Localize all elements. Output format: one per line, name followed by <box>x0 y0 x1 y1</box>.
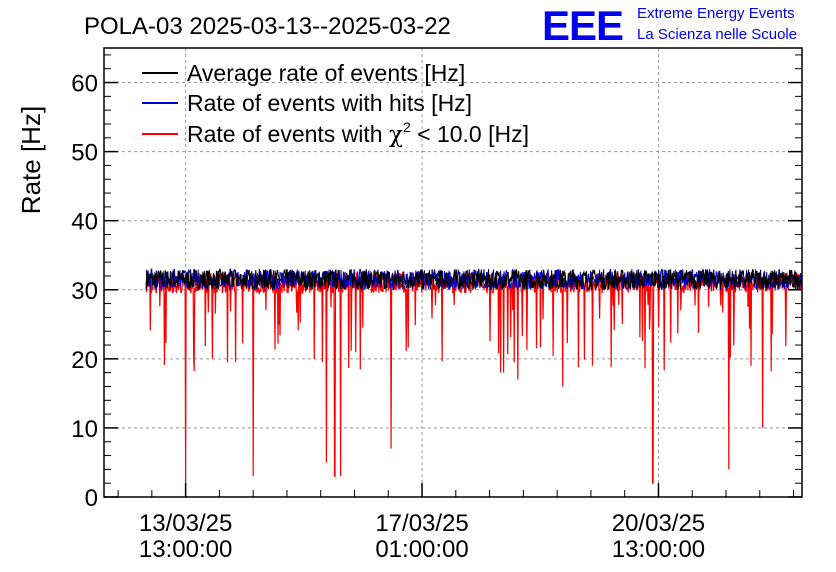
x-axis-ticks: 13/03/2513:00:0017/03/2501:00:0020/03/25… <box>117 483 795 563</box>
series-average-rate <box>145 267 803 291</box>
y-tick-label: 30 <box>71 278 98 305</box>
x-tick-label-date: 13/03/25 <box>139 510 232 537</box>
x-tick-label-date: 17/03/25 <box>375 510 468 537</box>
chart-title: POLA-03 2025-03-13--2025-03-22 <box>84 13 451 40</box>
legend-label-average: Average rate of events [Hz] <box>187 60 465 86</box>
series-line-chi2 <box>145 270 803 484</box>
legend-entry-average: Average rate of events [Hz] <box>142 60 465 86</box>
plot-frame <box>103 47 803 498</box>
y-axis-ticks: 0 10 20 30 40 50 60 <box>71 54 802 512</box>
eee-logo-text: EEE <box>542 2 623 49</box>
x-tick-label-time: 13:00:00 <box>612 536 705 563</box>
legend-entry-hits: Rate of events with hits [Hz] <box>142 90 472 116</box>
legend-entry-chi2: Rate of events with χ2 < 10.0 [Hz] <box>142 119 529 148</box>
series-line-average <box>145 267 803 291</box>
y-tick-label: 10 <box>71 416 98 443</box>
x-tick-label-date: 20/03/25 <box>612 510 705 537</box>
y-tick-label: 60 <box>71 71 98 98</box>
x-tick-label-time: 01:00:00 <box>375 536 468 563</box>
brand-line-2: La Scienza nelle Scuole <box>637 26 797 43</box>
y-tick-label: 40 <box>71 209 98 236</box>
eee-logo: EEE <box>542 2 624 49</box>
series-chi2-rate <box>145 270 803 484</box>
y-tick-label: 50 <box>71 140 98 167</box>
legend-label-hits: Rate of events with hits [Hz] <box>187 90 472 116</box>
y-tick-label: 0 <box>85 485 98 512</box>
y-tick-label: 20 <box>71 347 98 374</box>
brand-line-1: Extreme Energy Events <box>637 5 795 22</box>
x-tick-label-time: 13:00:00 <box>139 536 232 563</box>
legend: Average rate of events [Hz] Rate of even… <box>142 60 529 148</box>
y-axis-label: Rate [Hz] <box>16 106 46 214</box>
legend-label-chi2: Rate of events with χ2 < 10.0 [Hz] <box>187 119 529 148</box>
